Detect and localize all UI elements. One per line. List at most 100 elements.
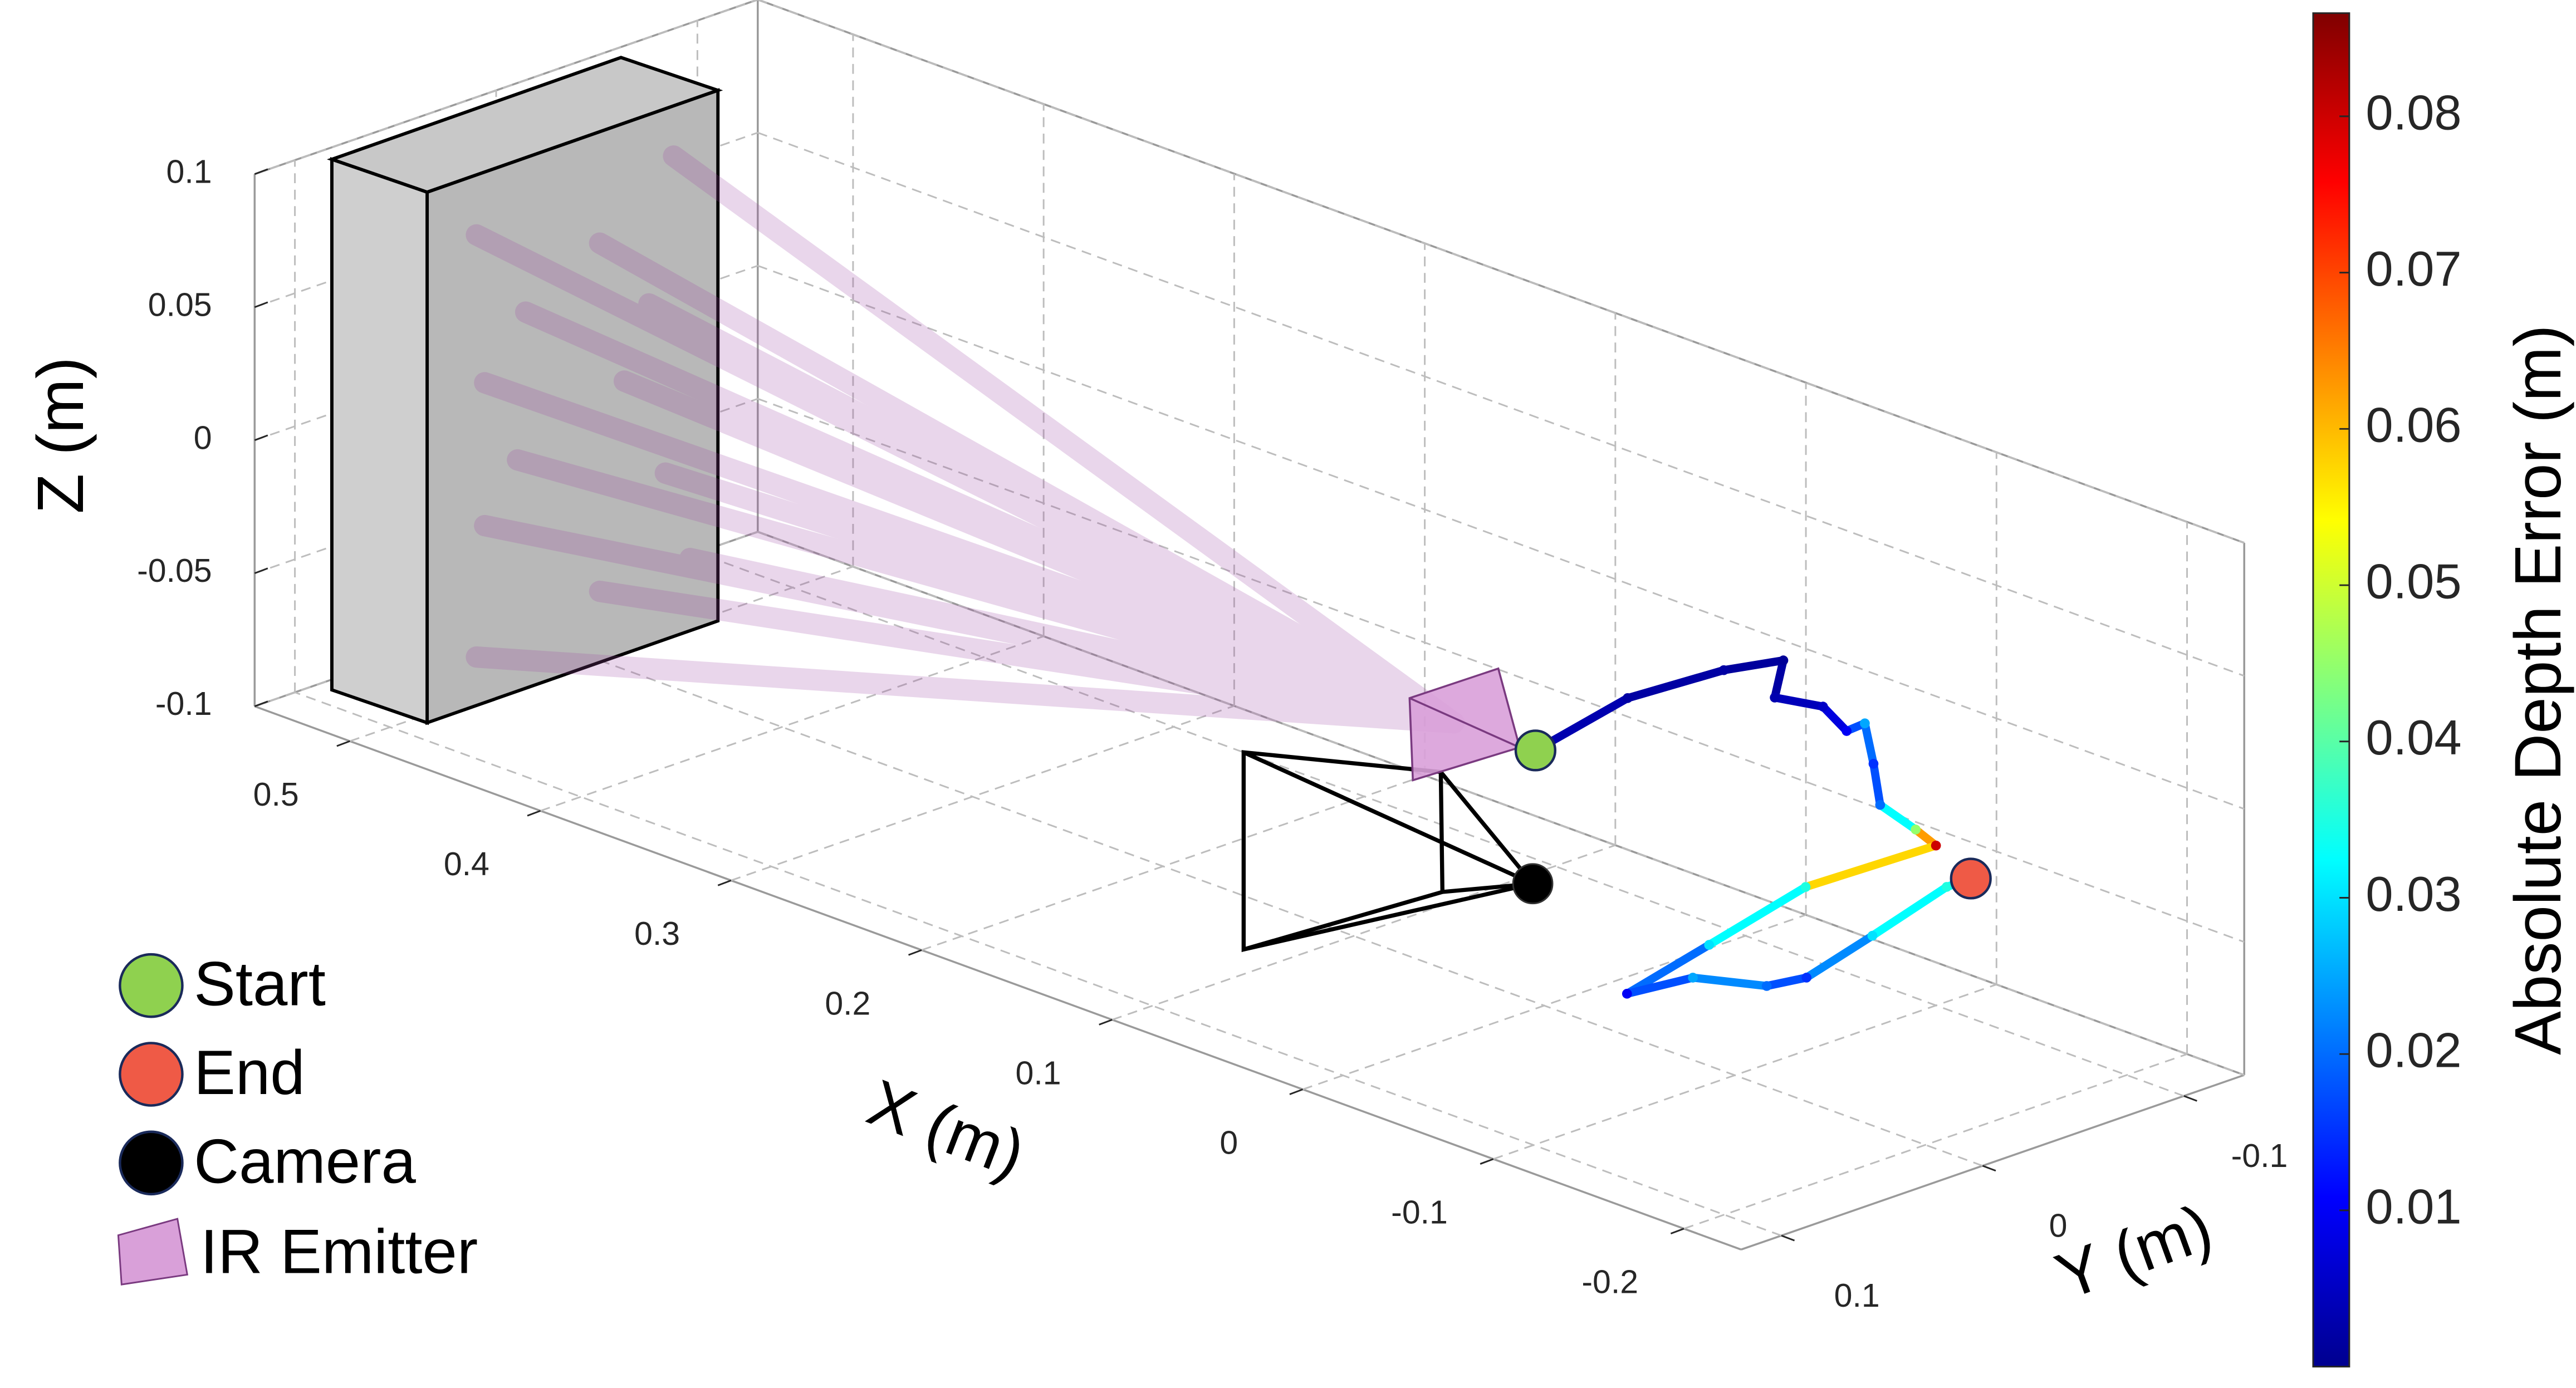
grid-line [1683,1053,2188,1230]
legend-label: Start [194,949,326,1019]
tick-mark [254,434,268,442]
colorbar-tick-label: 0.07 [2366,241,2461,296]
trajectory-point [1867,930,1878,941]
ir-rays [466,145,1465,734]
ir-emitter [1408,667,1521,782]
trajectory-segment [1801,841,1941,891]
grid-line [757,531,2245,1076]
trajectory-point [1623,693,1633,703]
trajectory-segment [1819,702,1851,735]
legend-end-icon [119,1042,184,1107]
y-tick-label: 0.1 [1834,1277,1880,1314]
trajectory-point [1842,726,1852,736]
colorbar-tick-label: 0.06 [2366,398,2461,453]
trajectory-point [1688,973,1698,983]
trajectory-point [1801,973,1811,983]
tick-mark [336,740,350,747]
colorbar-tick-label: 0.04 [2366,710,2461,765]
tick-mark [254,700,268,708]
grid-line [496,621,1983,1167]
legend: Start End Camera IR Emitter [117,949,478,1287]
camera-frustum [1241,750,1535,953]
z-axis-label: Z (m) [24,357,97,514]
trajectory-segment [1705,882,1810,949]
y-tick-label: -0.1 [2231,1137,2288,1174]
tick-mark [1982,1165,1996,1172]
grid-line [921,774,1426,951]
x-tick-label: 0.3 [634,915,680,952]
trajectory-point [1622,988,1632,999]
x-tick-label: 0.1 [1016,1055,1061,1091]
trajectory-point [1911,825,1921,835]
trajectory-segment [1623,973,1697,998]
trajectory-point [1941,882,1952,892]
tick-mark [254,168,268,175]
target-block [326,56,723,725]
legend-label: End [194,1038,305,1107]
grid-line [757,264,2245,810]
camera-marker [1512,863,1554,905]
grid-line [254,0,758,175]
tick-mark [1289,1088,1304,1095]
trajectory-segment [1623,940,1713,998]
axis-edge [1741,1074,2245,1251]
x-tick-label: 0.2 [825,985,870,1022]
y-tick-label: 0 [2049,1208,2068,1244]
trajectory-segment [1770,656,1787,702]
trajectory-segment [1876,801,1920,834]
x-tick-label: -0.2 [1581,1264,1638,1301]
tick-mark [254,567,268,575]
z-tick-label: 0 [194,419,212,456]
grid-line [757,131,2245,677]
trajectory-point [1718,665,1729,675]
x-tick-label: 0 [1220,1125,1238,1161]
x-tick-label: -0.1 [1391,1194,1448,1231]
x-axis-label: X (m) [858,1066,1035,1192]
z-tick-label: 0.05 [148,286,212,323]
legend-emitter-icon [117,1218,189,1286]
trajectory-segment [1623,666,1728,703]
trajectory-segment [1869,759,1884,810]
trajectory-point [1875,800,1886,810]
trajectory-segment [1770,693,1828,711]
colorbar-label: Absolute Depth Error (m) [2501,325,2575,1055]
trajectory-segment [1688,973,1771,990]
grid-line [295,691,1782,1237]
trajectory-point [1868,758,1879,769]
tick-mark [254,301,268,308]
grid-line [540,635,1044,812]
x-tick-label: 0.5 [253,776,299,813]
trajectory-point [1704,940,1715,950]
z-tick-label: -0.05 [137,552,212,589]
trajectory-segment [1762,973,1811,990]
grid-line [1493,983,1997,1160]
tick-mark [908,949,922,956]
legend-label: Camera [194,1126,416,1196]
end-marker [1950,857,1992,900]
tick-mark [1480,1158,1494,1165]
trajectory-point [1761,981,1772,991]
trajectory-point [1770,693,1780,703]
colorbar-tick-label: 0.02 [2366,1023,2461,1078]
colorbar-tick-label: 0.08 [2366,85,2461,140]
legend-camera-icon [119,1130,184,1196]
trajectory-point [1818,702,1828,712]
legend-label: IR Emitter [200,1217,478,1287]
trajectory-segment [1720,656,1787,675]
grid-line [757,0,2245,544]
trajectory-segment [1860,719,1878,768]
tick-mark [1670,1228,1684,1235]
trajectory-segment [1868,882,1951,940]
trajectory-point [1800,882,1811,892]
trajectory-point [1860,718,1870,729]
x-tick-label: 0.4 [444,846,489,882]
colorbar-tick-label: 0.05 [2366,553,2461,609]
grid-line [757,398,2245,943]
colorbar-tick-label: 0.03 [2366,866,2461,921]
tick-mark [2183,1095,2197,1102]
trajectory-segment [1802,931,1877,982]
z-tick-label: -0.1 [155,685,212,722]
trajectory [1514,655,1992,999]
tick-mark [1781,1234,1795,1242]
